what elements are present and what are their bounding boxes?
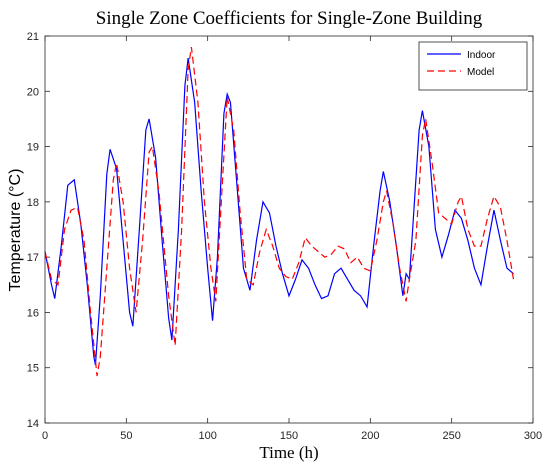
x-axis-label: Time (h) [259, 443, 318, 462]
line-series [44, 46, 515, 377]
x-tick-label: 50 [120, 430, 132, 442]
x-tick-label: 0 [42, 430, 48, 442]
y-tick-label: 14 [27, 418, 39, 430]
y-tick-label: 20 [27, 86, 39, 98]
y-tick-label: 15 [27, 363, 39, 375]
axes-box [44, 35, 534, 424]
line-series [44, 58, 514, 366]
legend-box [418, 41, 528, 91]
y-tick-label: 16 [27, 307, 39, 319]
y-axis-label: Temperature (°C) [7, 169, 24, 292]
y-tick-label: 18 [27, 197, 39, 209]
x-tick-label: 150 [280, 430, 298, 442]
x-tick-label: 250 [442, 430, 460, 442]
y-tick-label: 17 [27, 252, 39, 264]
legend-label: Model [467, 67, 494, 78]
legend: Indoor Model [418, 41, 528, 91]
x-tick-label: 300 [524, 430, 542, 442]
legend-label: Indoor [467, 50, 496, 61]
y-tick-label: 19 [27, 142, 39, 154]
y-tick-label: 21 [27, 31, 39, 43]
x-tick-label: 100 [198, 430, 216, 442]
chart-title: Single Zone Coefficients for Single-Zone… [96, 8, 483, 29]
x-tick-label: 200 [361, 430, 379, 442]
plot-area: 0 50 100 150 200 250 300 14 15 16 17 18 19 20 21 [27, 31, 542, 442]
